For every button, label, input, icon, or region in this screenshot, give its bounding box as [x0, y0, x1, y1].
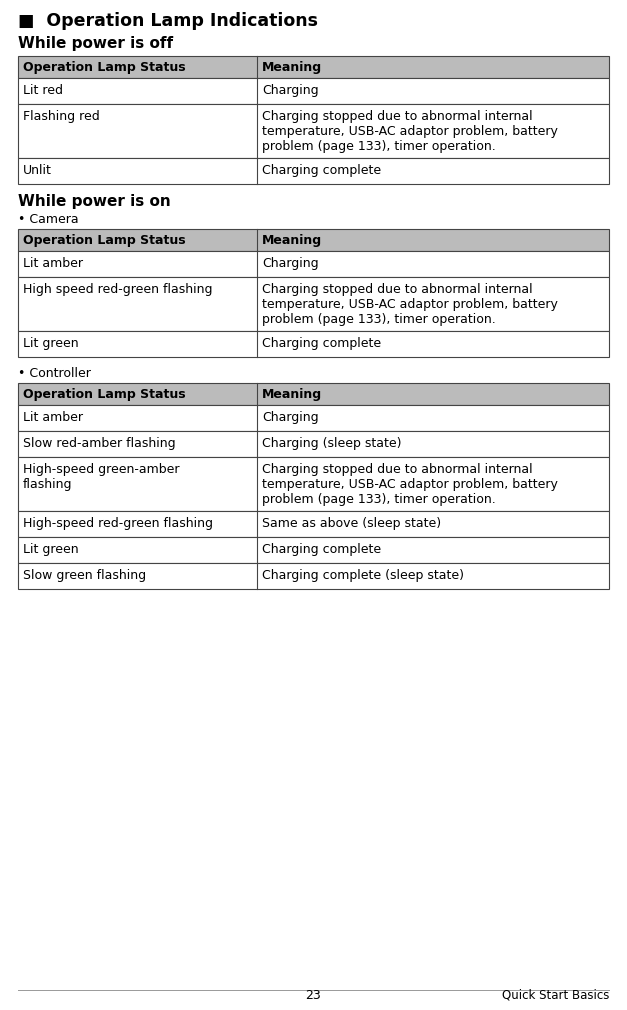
Bar	[18, 158, 609, 184]
Text: Charging: Charging	[262, 411, 319, 424]
Text: Charging stopped due to abnormal internal
temperature, USB-AC adaptor problem, b: Charging stopped due to abnormal interna…	[262, 110, 558, 153]
Bar	[18, 331, 609, 357]
Text: Meaning: Meaning	[262, 388, 322, 401]
Text: High-speed green-amber
flashing: High-speed green-amber flashing	[23, 463, 179, 491]
Text: High speed red-green flashing: High speed red-green flashing	[23, 283, 213, 296]
Text: Unlit: Unlit	[23, 164, 52, 177]
Text: Charging: Charging	[262, 257, 319, 270]
Text: Charging stopped due to abnormal internal
temperature, USB-AC adaptor problem, b: Charging stopped due to abnormal interna…	[262, 283, 558, 326]
Text: Lit amber: Lit amber	[23, 411, 83, 424]
Text: High-speed red-green flashing: High-speed red-green flashing	[23, 517, 213, 530]
Text: Operation Lamp Status: Operation Lamp Status	[23, 388, 186, 401]
Text: Charging complete: Charging complete	[262, 543, 381, 556]
Text: Charging: Charging	[262, 84, 319, 97]
Text: Slow red-amber flashing: Slow red-amber flashing	[23, 437, 176, 450]
Bar	[18, 229, 609, 251]
Text: While power is off: While power is off	[18, 36, 173, 51]
Bar	[18, 277, 609, 331]
Bar	[18, 563, 609, 589]
Text: ■  Operation Lamp Indications: ■ Operation Lamp Indications	[18, 12, 318, 30]
Text: • Camera: • Camera	[18, 213, 78, 226]
Text: Meaning: Meaning	[262, 234, 322, 247]
Bar	[18, 537, 609, 563]
Bar	[18, 405, 609, 431]
Bar	[18, 78, 609, 104]
Bar	[18, 104, 609, 158]
Text: Charging complete (sleep state): Charging complete (sleep state)	[262, 569, 465, 582]
Text: Operation Lamp Status: Operation Lamp Status	[23, 61, 186, 74]
Text: Slow green flashing: Slow green flashing	[23, 569, 146, 582]
Bar	[18, 383, 609, 405]
Text: Quick Start Basics: Quick Start Basics	[502, 989, 609, 1002]
Text: Flashing red: Flashing red	[23, 110, 100, 123]
Bar	[18, 511, 609, 537]
Text: • Controller: • Controller	[18, 367, 91, 380]
Text: Lit red: Lit red	[23, 84, 63, 97]
Text: Operation Lamp Status: Operation Lamp Status	[23, 234, 186, 247]
Bar	[18, 251, 609, 277]
Text: Lit green: Lit green	[23, 337, 78, 350]
Text: Meaning: Meaning	[262, 61, 322, 74]
Text: Charging complete: Charging complete	[262, 337, 381, 350]
Bar	[18, 56, 609, 78]
Text: Charging stopped due to abnormal internal
temperature, USB-AC adaptor problem, b: Charging stopped due to abnormal interna…	[262, 463, 558, 506]
Text: Lit amber: Lit amber	[23, 257, 83, 270]
Text: Same as above (sleep state): Same as above (sleep state)	[262, 517, 441, 530]
Text: 23: 23	[305, 989, 322, 1002]
Text: Charging complete: Charging complete	[262, 164, 381, 177]
Bar	[18, 431, 609, 457]
Text: While power is on: While power is on	[18, 194, 171, 209]
Bar	[18, 457, 609, 511]
Text: Lit green: Lit green	[23, 543, 78, 556]
Text: Charging (sleep state): Charging (sleep state)	[262, 437, 402, 450]
